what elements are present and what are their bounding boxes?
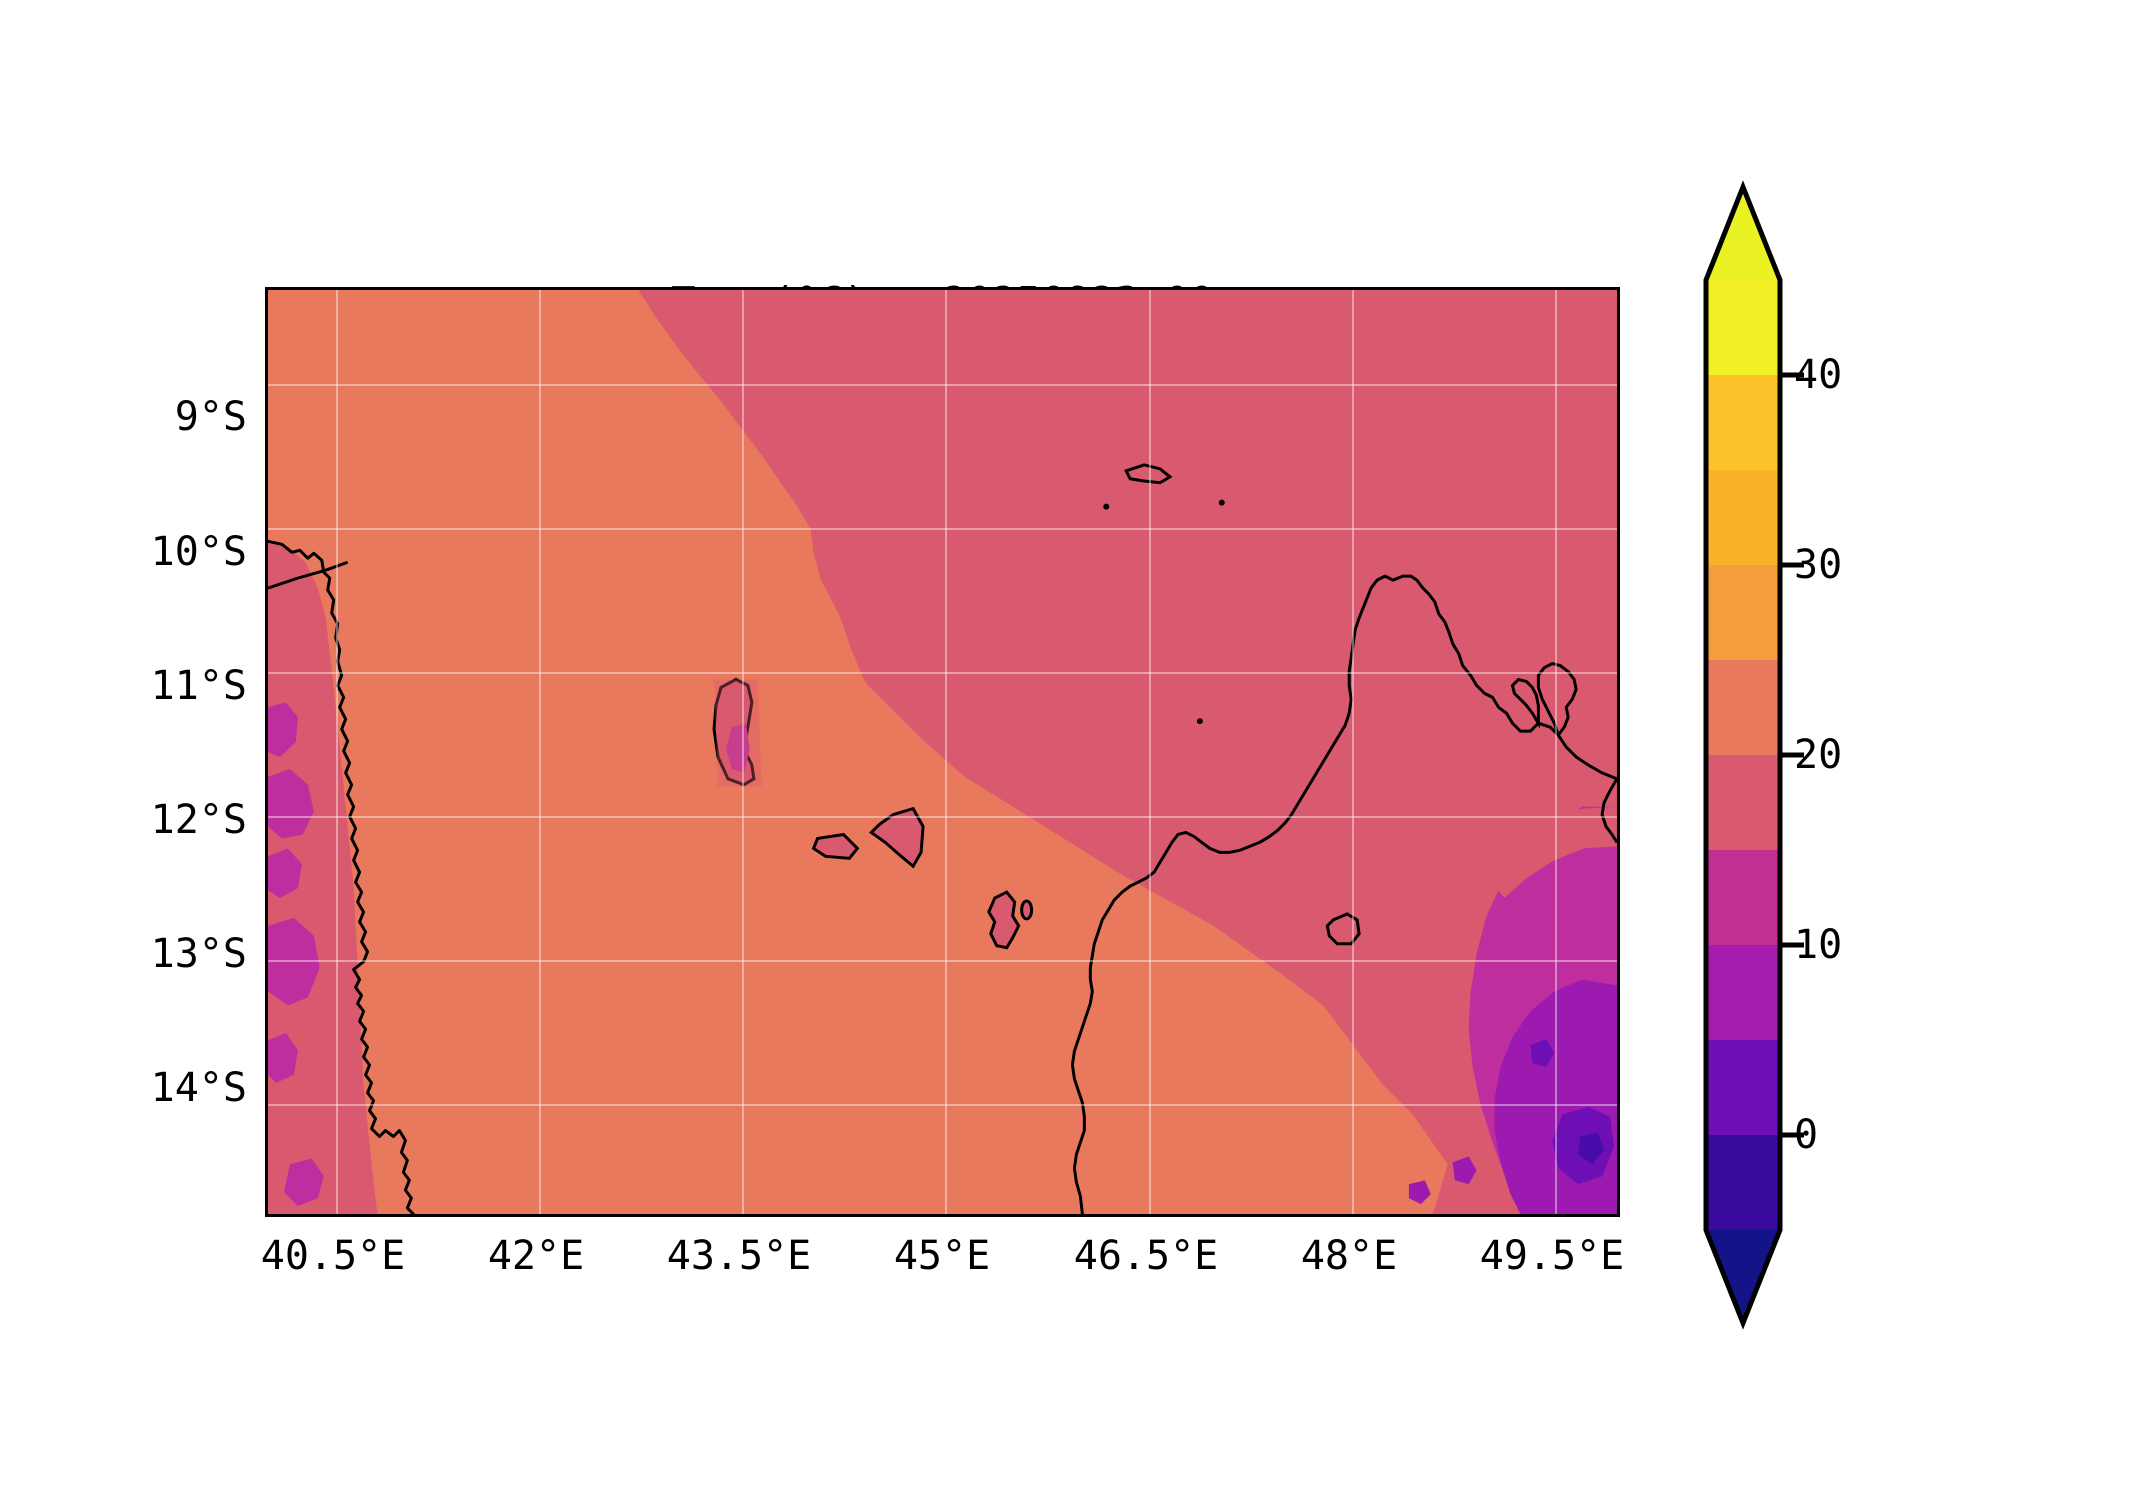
mozambique-border-line (268, 560, 349, 590)
y-tick-label-2: 11°S (150, 663, 247, 709)
islet-dot-1 (1103, 503, 1110, 510)
mozambique-coastline (268, 539, 415, 1214)
x-tick-label-3: 45°E (893, 1233, 991, 1279)
colorbar-extend-top (1706, 187, 1780, 280)
y-tick-label-5: 14°S (150, 1065, 247, 1111)
contour-band-26c (268, 290, 1448, 1214)
island-mayotte (987, 890, 1021, 950)
madagascar-sw-coastline (1070, 991, 1094, 1214)
madagascar-west-coastline (1088, 574, 1617, 993)
colorbar[interactable]: 40 30 20 10 0 (1690, 165, 1990, 1345)
islet-dot-2 (1218, 499, 1225, 506)
map-axes[interactable] (265, 287, 1620, 1217)
mozambique-land-band (268, 543, 378, 1214)
madagascar-east-coastline (1600, 778, 1617, 844)
colorbar-bands (1706, 280, 1780, 1230)
madagascar-north-tip (1536, 662, 1578, 737)
colorbar-tick-label-10: 10 (1794, 922, 1843, 968)
islet-dot-3 (1196, 718, 1203, 725)
x-tick-label-6: 49.5°E (1479, 1233, 1625, 1279)
colorbar-tick-label-0: 0 (1794, 1112, 1819, 1158)
x-tick-label-0: 40.5°E (260, 1233, 406, 1279)
y-tick-label-4: 13°S (150, 931, 247, 977)
island-aldabra (1124, 463, 1173, 485)
colorbar-extend-bottom (1706, 1230, 1780, 1323)
x-tick-label-5: 48°E (1300, 1233, 1398, 1279)
y-tick-label-3: 12°S (150, 797, 247, 843)
colorbar-gradient (1703, 180, 1804, 1330)
madagascar-ne-bay (1510, 677, 1540, 729)
y-tick-label-0: 9°S (174, 394, 247, 440)
island-anjouan (869, 806, 925, 869)
colorbar-ticks (1780, 372, 1804, 1138)
y-tick-label-1: 10°S (150, 529, 247, 575)
island-moheli (811, 832, 860, 860)
island-nosy-be (1325, 912, 1361, 946)
x-tick-label-4: 46.5°E (1073, 1233, 1219, 1279)
colorbar-outline (1703, 180, 1783, 1330)
colorbar-tick-label-40: 40 (1794, 352, 1843, 398)
colorbar-tick-label-30: 30 (1794, 542, 1843, 588)
x-tick-label-1: 42°E (487, 1233, 585, 1279)
x-tick-label-2: 43.5°E (666, 1233, 812, 1279)
temperature-contour-map (268, 290, 1617, 1214)
colorbar-tick-label-20: 20 (1794, 732, 1843, 778)
islet-pamanzi (1020, 899, 1034, 921)
